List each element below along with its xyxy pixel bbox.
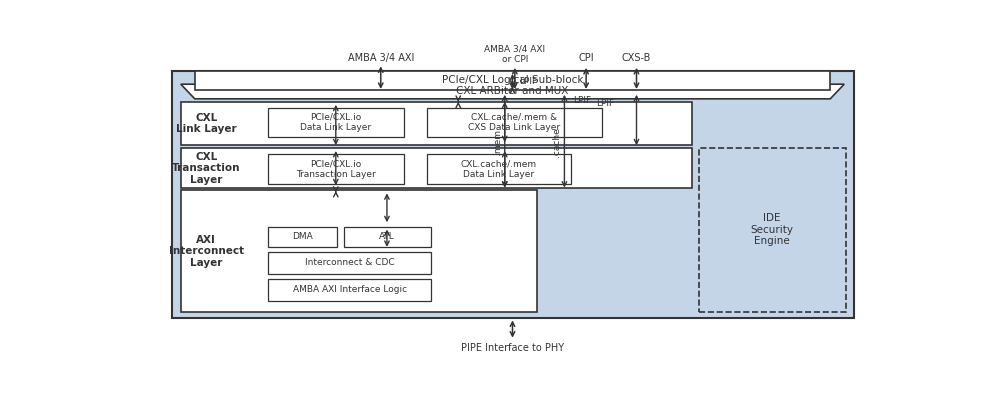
Bar [268,108,404,137]
Text: AMBA AXI Interface Logic: AMBA AXI Interface Logic [293,285,407,294]
Text: PIPE Interface to PHY: PIPE Interface to PHY [461,343,564,353]
Bar [344,227,431,247]
Bar [268,252,431,274]
Bar [195,71,830,90]
Text: AMBA 3/4 AXI: AMBA 3/4 AXI [348,53,414,63]
Text: PCIe/CXL Logical Sub-block: PCIe/CXL Logical Sub-block [442,75,583,85]
Bar [268,227,337,247]
Bar [172,71,854,318]
Text: Interconnect & CDC: Interconnect & CDC [305,258,395,267]
Text: CPI: CPI [578,53,594,63]
Text: LPIF: LPIF [596,99,615,108]
Text: .mem: .mem [493,129,502,155]
Text: PCIe/CXL.io
Transaction Layer: PCIe/CXL.io Transaction Layer [296,159,376,178]
Text: CXS-B: CXS-B [622,53,651,63]
Text: CXL ARBiter and MUX: CXL ARBiter and MUX [456,86,569,96]
Text: CXL
Link Layer: CXL Link Layer [176,113,237,134]
Text: PCIe/CXL.io
Data Link Layer: PCIe/CXL.io Data Link Layer [300,113,371,132]
Text: LPIF: LPIF [519,77,537,86]
Text: .cache: .cache [552,127,561,157]
Bar [268,279,431,300]
Text: CXL.cache/.mem &
CXS Data Link Layer: CXL.cache/.mem & CXS Data Link Layer [468,113,560,132]
Text: CXL
Transaction
Layer: CXL Transaction Layer [172,152,241,185]
Bar [427,154,571,184]
Text: AMBA 3/4 AXI
or CPI: AMBA 3/4 AXI or CPI [484,44,545,64]
Polygon shape [181,84,844,99]
Text: LPIF: LPIF [573,96,591,105]
Text: IDE
Security
Engine: IDE Security Engine [751,213,794,246]
Bar [698,148,846,312]
Text: CXL.cache/.mem
Data Link Layer: CXL.cache/.mem Data Link Layer [460,159,537,178]
Bar [181,190,537,312]
Bar [268,154,404,184]
Text: DMA: DMA [292,232,313,241]
Text: AXI
Interconnect
Layer: AXI Interconnect Layer [169,235,244,268]
Bar [181,102,692,145]
Bar [427,108,602,137]
Text: ATL: ATL [379,232,395,241]
Bar [181,148,692,188]
